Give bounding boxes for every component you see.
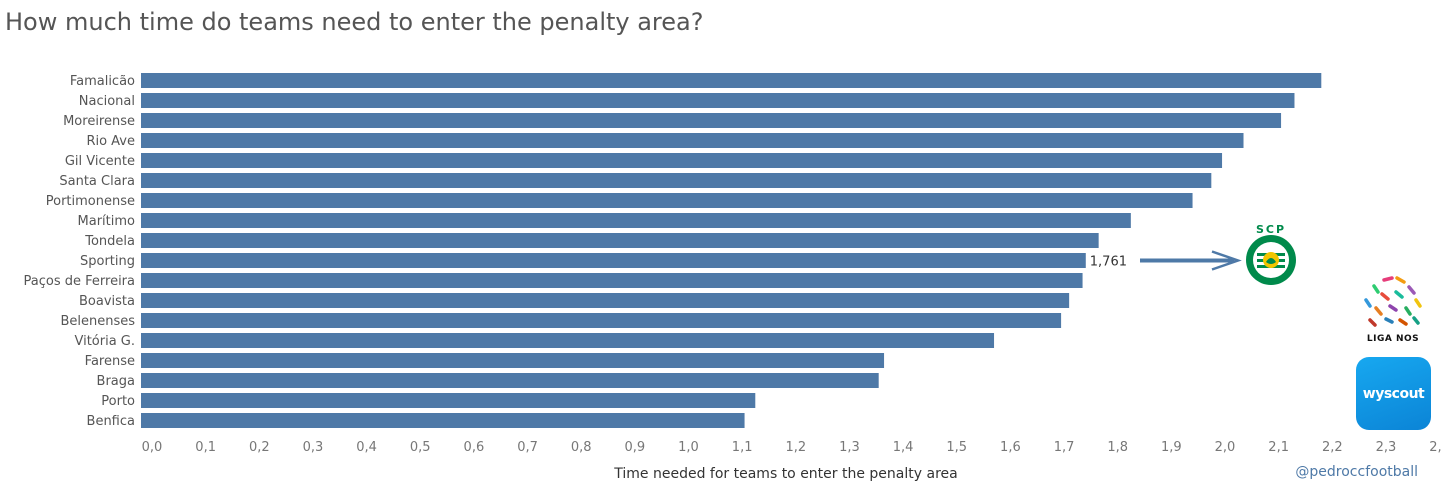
- bar-15: [141, 373, 879, 388]
- x-tick-label: 2,0: [1215, 440, 1236, 455]
- category-label: Famalicão: [70, 74, 135, 89]
- bar-3: [141, 133, 1244, 148]
- chart-title: How much time do teams need to enter the…: [5, 8, 704, 36]
- x-tick-label: 0,9: [625, 440, 646, 455]
- x-tick-label: 1,5: [946, 440, 967, 455]
- bar-4: [141, 153, 1223, 168]
- bar-12: [141, 313, 1062, 328]
- author-credit: @pedroccfootball: [1295, 464, 1418, 480]
- sporting-crest-logo: SCP: [1246, 223, 1296, 285]
- category-label: Vitória G.: [74, 334, 135, 349]
- bar-2: [141, 113, 1282, 128]
- wyscout-logo: wyscout: [1356, 357, 1431, 430]
- category-label: Sporting: [80, 254, 135, 269]
- x-tick-label: 1,8: [1107, 440, 1128, 455]
- x-tick-label: 0,4: [356, 440, 377, 455]
- category-label: Benfica: [87, 414, 135, 429]
- category-label: Moreirense: [63, 114, 135, 129]
- x-axis-title: Time needed for teams to enter the penal…: [614, 466, 958, 482]
- category-label: Paços de Ferreira: [24, 274, 135, 289]
- x-tick-label: 1,4: [893, 440, 914, 455]
- category-label: Tondela: [84, 234, 135, 249]
- x-tick-label: 1,2: [785, 440, 806, 455]
- bar-8: [141, 233, 1099, 248]
- x-tick-label: 0,3: [303, 440, 324, 455]
- category-label: Santa Clara: [59, 174, 135, 189]
- bar-13: [141, 333, 995, 348]
- x-tick-label: 1,1: [732, 440, 753, 455]
- bar-7: [141, 213, 1131, 228]
- category-label: Portimonense: [46, 194, 135, 209]
- x-tick-label: 0,8: [571, 440, 592, 455]
- category-label: Belenenses: [60, 314, 135, 329]
- bar-11: [141, 293, 1070, 308]
- category-label: Boavista: [79, 294, 135, 309]
- annotation-arrow-head: [1211, 250, 1242, 271]
- bar-5: [141, 173, 1212, 188]
- x-tick-label: 0,1: [195, 440, 216, 455]
- category-label: Nacional: [79, 94, 135, 109]
- category-label: Marítimo: [78, 214, 136, 229]
- x-tick-label: 2,1: [1268, 440, 1289, 455]
- bar-0: [141, 73, 1322, 88]
- x-tick-label: 0,6: [464, 440, 485, 455]
- x-tick-label: 1,0: [678, 440, 699, 455]
- bar-10: [141, 273, 1083, 288]
- x-tick-label: 0,2: [249, 440, 270, 455]
- x-tick-label: 1,7: [1054, 440, 1075, 455]
- liga-nos-wordmark: LIGA NOS: [1366, 334, 1420, 344]
- x-tick-label: 0,7: [517, 440, 538, 455]
- bar-1: [141, 93, 1295, 108]
- category-label: Braga: [97, 374, 135, 389]
- liga-nos-logo: [1364, 276, 1422, 327]
- bar-6: [141, 193, 1193, 208]
- x-tick-label: 1,6: [1000, 440, 1021, 455]
- x-tick-label: 1,3: [839, 440, 860, 455]
- x-tick-label: 2,3: [1376, 440, 1397, 455]
- bar-9: [141, 253, 1086, 268]
- x-tick-label: 1,9: [1161, 440, 1182, 455]
- svg-text:SCP: SCP: [1256, 223, 1286, 236]
- bar-14: [141, 353, 885, 368]
- category-label: Rio Ave: [86, 134, 135, 149]
- x-tick-label: 0,0: [142, 440, 163, 455]
- annotation-label: 1,761: [1090, 255, 1127, 270]
- x-tick-label: 2,2: [1322, 440, 1343, 455]
- bar-17: [141, 413, 745, 428]
- bar-16: [141, 393, 756, 408]
- x-tick-label: 2,4: [1429, 440, 1441, 455]
- category-label: Gil Vicente: [65, 154, 135, 169]
- x-tick-label: 0,5: [410, 440, 431, 455]
- category-label: Farense: [85, 354, 135, 369]
- category-label: Porto: [101, 394, 135, 409]
